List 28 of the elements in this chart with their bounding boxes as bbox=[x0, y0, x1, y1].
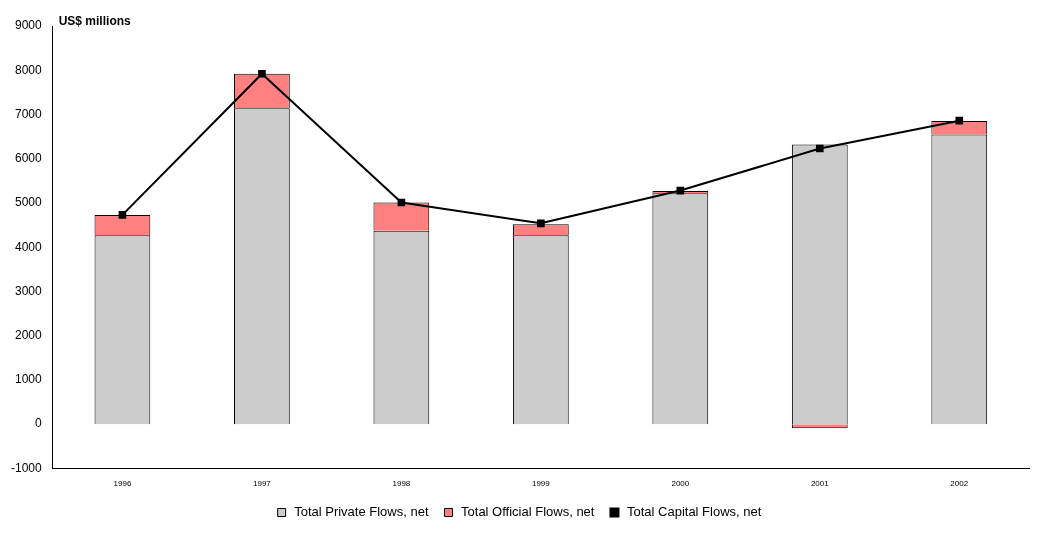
legend-label: Total Official Flows, net bbox=[461, 504, 595, 520]
y-tick-label: 8000 bbox=[14, 62, 43, 77]
point bbox=[537, 219, 545, 228]
point bbox=[258, 69, 266, 78]
legend-label: Total Private Flows, net bbox=[294, 504, 429, 520]
y-tick-label: 1000 bbox=[14, 372, 43, 387]
y-tick-label: 3000 bbox=[14, 283, 43, 298]
x-tick-label: 1997 bbox=[253, 479, 272, 489]
point bbox=[118, 211, 127, 219]
y-tick-label: 4000 bbox=[14, 239, 43, 254]
y-tick-label: 2000 bbox=[14, 327, 43, 342]
x-tick-label: 1998 bbox=[392, 479, 411, 489]
point bbox=[676, 186, 685, 195]
x-tick-label: 2000 bbox=[671, 479, 690, 489]
point bbox=[815, 144, 824, 153]
x-tick-label: 2001 bbox=[810, 479, 830, 489]
y-tick-label: 0 bbox=[35, 416, 42, 431]
y-tick-label: 7000 bbox=[14, 106, 43, 121]
legend-label: Total Capital Flows, net bbox=[626, 504, 762, 520]
x-tick-label: 1999 bbox=[531, 479, 551, 489]
y-tick-label: 9000 bbox=[14, 18, 43, 33]
x-tick-label: 1996 bbox=[113, 479, 132, 489]
point bbox=[955, 116, 964, 125]
y-axis-title: US$ millions bbox=[58, 14, 132, 29]
y-tick-label: 6000 bbox=[14, 151, 43, 166]
x-tick-label: 2002 bbox=[950, 479, 969, 489]
y-tick-label: 5000 bbox=[14, 195, 43, 210]
y-tick-label: -1000 bbox=[10, 460, 43, 475]
